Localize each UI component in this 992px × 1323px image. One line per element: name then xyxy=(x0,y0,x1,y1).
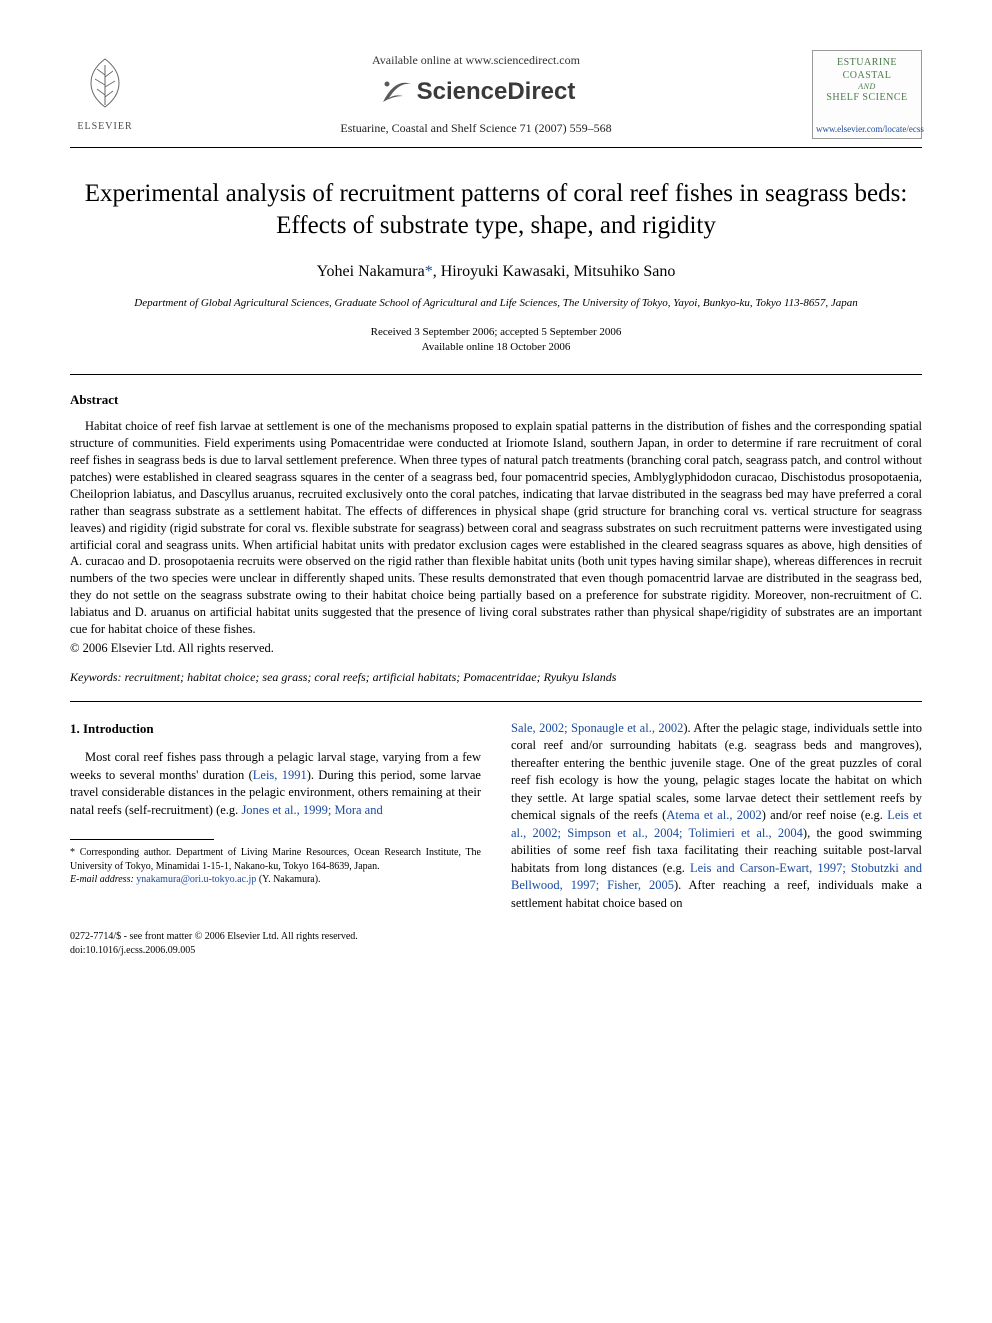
publisher-name: ELSEVIER xyxy=(70,120,140,134)
introduction-heading: 1. Introduction xyxy=(70,720,481,738)
intro-paragraph-right: Sale, 2002; Sponaugle et al., 2002). Aft… xyxy=(511,720,922,913)
corresponding-email[interactable]: ynakamura@ori.u-tokyo.ac.jp xyxy=(136,874,256,885)
journal-cover-and: AND xyxy=(816,82,918,92)
abstract-rule xyxy=(70,701,922,702)
available-online-line: Available online 18 October 2006 xyxy=(70,340,922,355)
author-list: Yohei Nakamura*, Hiroyuki Kawasaki, Mits… xyxy=(317,263,676,280)
affiliation: Department of Global Agricultural Scienc… xyxy=(70,296,922,311)
journal-url[interactable]: www.elsevier.com/locate/ecss xyxy=(816,123,918,135)
abstract-copyright: © 2006 Elsevier Ltd. All rights reserved… xyxy=(70,640,922,657)
body-columns: 1. Introduction Most coral reef fishes p… xyxy=(70,720,922,913)
right-column: Sale, 2002; Sponaugle et al., 2002). Aft… xyxy=(511,720,922,913)
title-rule xyxy=(70,374,922,375)
elsevier-tree-icon xyxy=(77,55,133,111)
header-center: Available online at www.sciencedirect.co… xyxy=(140,52,812,136)
ref-leis-1991[interactable]: Leis, 1991 xyxy=(253,768,307,782)
email-who: (Y. Nakamura). xyxy=(256,874,320,885)
ref-atema-2002[interactable]: Atema et al., 2002 xyxy=(666,808,761,822)
footnote-rule xyxy=(70,839,214,840)
corresponding-star-icon: * xyxy=(425,263,433,280)
authors: Yohei Nakamura*, Hiroyuki Kawasaki, Mits… xyxy=(70,261,922,283)
ref-sale-2002[interactable]: Sale, 2002; Sponaugle et al., 2002 xyxy=(511,721,683,735)
journal-cover-line1: ESTUARINE xyxy=(816,57,918,70)
sciencedirect-swoosh-icon xyxy=(377,74,413,110)
corresponding-footnote: * Corresponding author. Department of Li… xyxy=(70,846,481,887)
received-line: Received 3 September 2006; accepted 5 Se… xyxy=(70,325,922,340)
page-header: ELSEVIER Available online at www.science… xyxy=(70,50,922,139)
journal-cover: ESTUARINE COASTAL AND SHELF SCIENCE www.… xyxy=(812,50,922,139)
sciencedirect-label: ScienceDirect xyxy=(417,76,576,108)
email-line: E-mail address: ynakamura@ori.u-tokyo.ac… xyxy=(70,873,481,887)
header-rule xyxy=(70,147,922,148)
keywords-list: recruitment; habitat choice; sea grass; … xyxy=(125,670,617,684)
intro-paragraph-left: Most coral reef fishes pass through a pe… xyxy=(70,749,481,819)
article-title: Experimental analysis of recruitment pat… xyxy=(70,178,922,243)
doi-line: doi:10.1016/j.ecss.2006.09.005 xyxy=(70,944,922,958)
article-dates: Received 3 September 2006; accepted 5 Se… xyxy=(70,325,922,356)
intro-right-b: ) and/or reef noise (e.g. xyxy=(762,808,887,822)
left-column: 1. Introduction Most coral reef fishes p… xyxy=(70,720,481,913)
page-footer: 0272-7714/$ - see front matter © 2006 El… xyxy=(70,930,922,958)
keywords: Keywords: recruitment; habitat choice; s… xyxy=(70,669,922,685)
abstract-text: Habitat choice of reef fish larvae at se… xyxy=(70,418,922,637)
ref-jones-1999[interactable]: Jones et al., 1999; Mora and xyxy=(241,803,382,817)
publisher-logo: ELSEVIER xyxy=(70,55,140,133)
journal-cover-line2: COASTAL xyxy=(816,70,918,83)
abstract-heading: Abstract xyxy=(70,391,922,409)
keywords-label: Keywords: xyxy=(70,670,122,684)
sciencedirect-logo: ScienceDirect xyxy=(140,74,812,110)
available-online-text: Available online at www.sciencedirect.co… xyxy=(140,52,812,68)
journal-reference: Estuarine, Coastal and Shelf Science 71 … xyxy=(140,120,812,136)
journal-cover-line3: SHELF SCIENCE xyxy=(816,92,918,105)
corresponding-text: * Corresponding author. Department of Li… xyxy=(70,846,481,873)
email-label: E-mail address: xyxy=(70,874,134,885)
issn-line: 0272-7714/$ - see front matter © 2006 El… xyxy=(70,930,922,944)
